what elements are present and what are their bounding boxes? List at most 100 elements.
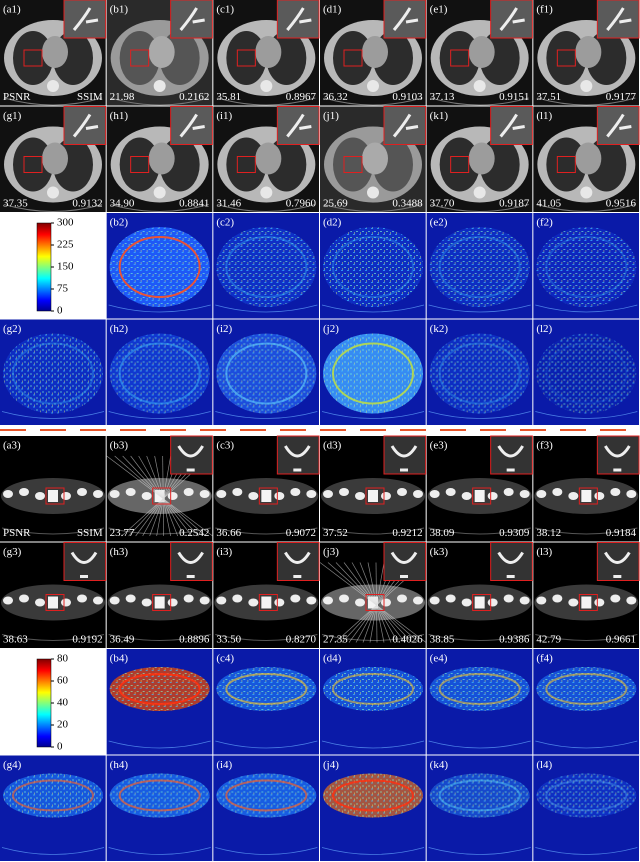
error-body <box>429 227 530 307</box>
panel-label: (d3) <box>323 440 342 452</box>
error-panel: (g4) <box>0 755 106 861</box>
spine <box>367 80 379 92</box>
inset-detail <box>72 113 99 138</box>
error-arc <box>108 847 211 855</box>
ct-panel: (d3) 37.52 0.9212 <box>320 435 427 542</box>
bone <box>445 488 456 496</box>
panel-label: (h1) <box>110 110 129 122</box>
zoom-inset <box>490 0 533 39</box>
arc <box>321 634 425 641</box>
error-panel: (d4) <box>320 649 426 755</box>
error-panel: (h4) <box>106 755 213 861</box>
error-body <box>536 333 637 414</box>
panel-label: (f3) <box>536 440 553 452</box>
bone <box>167 598 178 607</box>
streak <box>375 562 378 643</box>
bone <box>290 594 301 603</box>
ct-panel: (f1) 37.51 0.9177 <box>533 0 640 106</box>
error-hot <box>332 236 414 298</box>
ssim: 0.8896 <box>179 634 210 646</box>
error-panel: (k2) <box>426 319 533 425</box>
roi-box <box>23 156 43 173</box>
panel-label: (c1) <box>216 4 234 16</box>
bone <box>125 488 136 496</box>
panel-label: (k1) <box>430 110 449 122</box>
ssim: 0.9187 <box>499 198 530 210</box>
ct-panel: (c1) 35.81 0.8967 <box>213 0 320 106</box>
bone <box>35 492 45 500</box>
bone <box>445 594 456 603</box>
arc <box>3 204 103 212</box>
spine <box>47 186 59 199</box>
bone <box>19 594 29 603</box>
roi-box <box>365 594 385 611</box>
spine <box>580 186 593 199</box>
ssim: 0.8967 <box>286 91 317 103</box>
ssim: 0.2162 <box>179 91 209 103</box>
error-body <box>216 227 317 307</box>
bone <box>77 594 87 603</box>
error-panel: (i2) <box>213 319 319 425</box>
error-arc <box>321 847 425 855</box>
ssim: 0.9132 <box>72 198 102 210</box>
arc <box>428 527 531 535</box>
bone <box>183 488 194 496</box>
bone <box>248 492 259 500</box>
panel-label: (i4) <box>216 759 232 771</box>
inset-detail <box>70 551 98 578</box>
bone <box>610 488 621 496</box>
arc <box>535 634 638 641</box>
psnr: 37.51 <box>536 91 561 103</box>
psnr: 36.32 <box>323 91 348 103</box>
error-panel: (l2) <box>533 319 639 425</box>
psnr: 37.52 <box>323 527 348 539</box>
error-hot <box>12 779 94 812</box>
psnr: PSNR <box>3 527 31 539</box>
panel-label: (i3) <box>216 546 232 558</box>
roi-box <box>472 594 492 611</box>
streak <box>367 562 385 643</box>
arc <box>430 97 529 106</box>
error-arc <box>215 411 318 419</box>
panel-label: (e4) <box>430 653 448 665</box>
error-panel: (l4) <box>533 755 639 861</box>
inset-detail <box>286 113 312 138</box>
zoom-inset <box>596 0 640 39</box>
bone <box>77 488 87 496</box>
inset-detail <box>390 551 418 578</box>
streak <box>162 455 165 537</box>
ssim: 0.9386 <box>499 634 530 646</box>
spine <box>153 80 166 92</box>
error-body <box>109 227 210 307</box>
zoom-inset <box>276 106 320 145</box>
ssim: SSIM <box>77 527 103 539</box>
panel-label: (b2) <box>110 217 129 229</box>
streak <box>156 455 172 537</box>
vertebra <box>474 596 485 609</box>
error-arc <box>535 411 638 419</box>
error-body <box>3 333 103 414</box>
ssim: 0.9192 <box>72 634 102 646</box>
error-arc <box>535 847 638 855</box>
roi-box <box>578 487 598 505</box>
lung <box>546 137 587 192</box>
lung <box>546 31 587 85</box>
error-panel: (b2) <box>106 213 213 319</box>
streak <box>327 562 420 643</box>
bone <box>19 488 29 496</box>
inset-detail <box>606 7 632 31</box>
ct-panel: (h1) 34.90 0.8841 <box>106 106 213 212</box>
bone <box>536 490 547 498</box>
error-hot <box>438 673 521 705</box>
psnr: 36.66 <box>216 527 241 539</box>
arc <box>215 634 318 641</box>
error-panel: (e4) <box>426 649 533 755</box>
streak <box>335 562 413 643</box>
bone <box>536 596 547 605</box>
bone <box>413 490 423 498</box>
bone <box>594 492 605 500</box>
error-hot <box>438 779 521 812</box>
inset-detail <box>604 445 631 472</box>
bone <box>323 596 333 605</box>
bone <box>429 596 440 605</box>
